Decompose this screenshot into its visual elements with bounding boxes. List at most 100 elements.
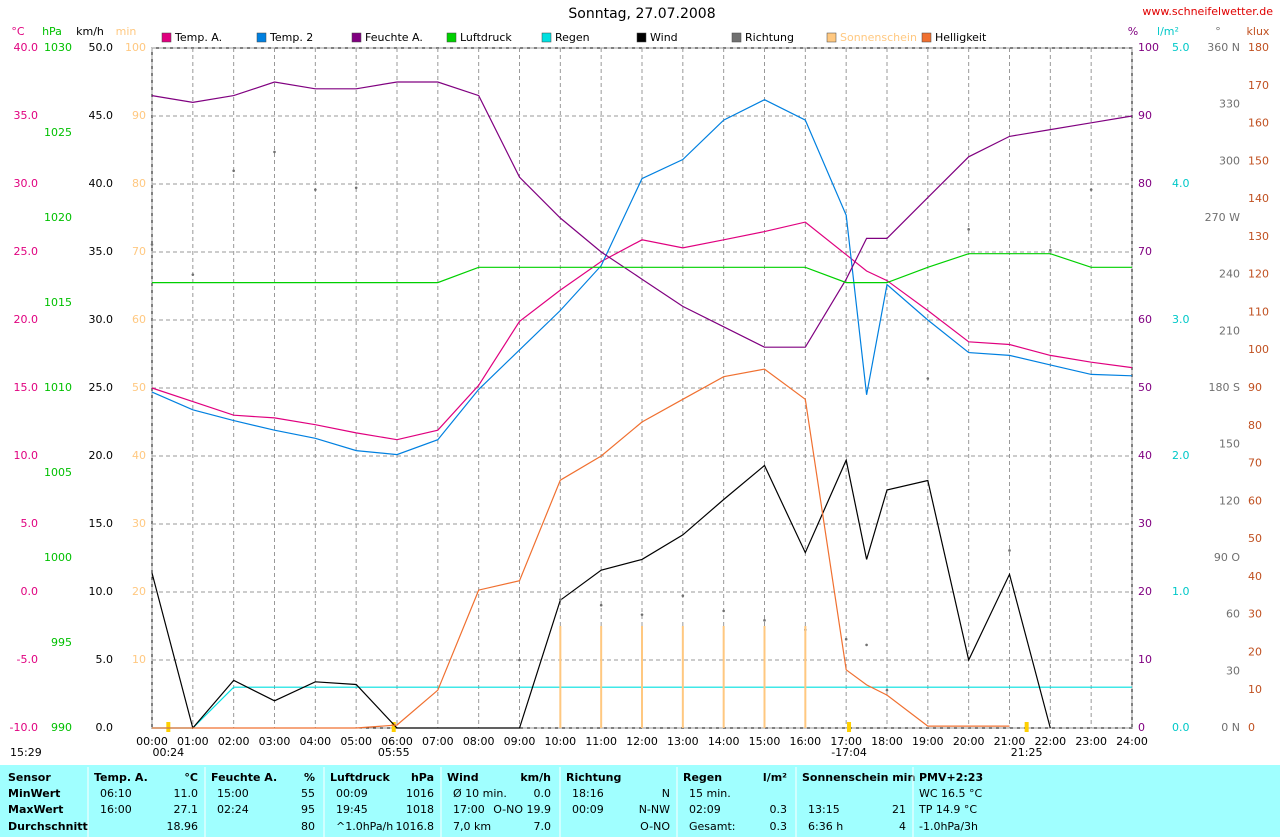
x-tick-label: 08:00 [463,735,495,748]
cell-time: 00:09 [572,803,604,816]
x-tick-label: 19:00 [912,735,944,748]
y-tick-label: 20 [1138,585,1152,598]
cell-value: 1018 [406,803,434,816]
y-tick-label: 30 [132,517,146,530]
y-tick-label: 90 [132,109,146,122]
table-background [0,765,1280,837]
cell-time: 18:16 [572,787,604,800]
cell-time: 19:45 [336,803,368,816]
cell-time: 16:00 [100,803,132,816]
y-tick-label: 5.0 [21,517,39,530]
cell-value: O-NO 19.9 [493,803,551,816]
legend-label: Sonnenschein [840,31,917,44]
sunshine-bar [559,626,562,728]
direction-dot [885,688,889,692]
column-header: Regen [683,771,722,784]
y-tick-label: 10.0 [14,449,39,462]
direction-dot [1008,549,1011,552]
x-tick-label: 01:00 [177,735,209,748]
y-tick-label: 0 N [1221,721,1240,734]
row-label: MinWert [8,787,60,800]
column-header: Richtung [566,771,621,784]
cell-value: 0.3 [770,803,788,816]
y-tick-label: 1015 [44,296,72,309]
y-tick-label: 210 [1219,324,1240,337]
column-header: Sonnenschein min [802,771,915,784]
series-line [151,458,1051,730]
legend-label: Regen [555,31,590,44]
cell-time: 02:24 [217,803,249,816]
direction-dot [1049,248,1052,252]
y-tick-label: 0 [1138,721,1145,734]
y-tick-label: 90 [1138,109,1152,122]
y-tick-label: 30 [1248,608,1262,621]
y-tick-label: 20.0 [89,449,114,462]
x-tick-label: 00:00 [136,735,168,748]
cell-value: 18.96 [167,820,199,833]
y-tick-label: 15.0 [89,517,114,530]
y-tick-label: 0.0 [96,721,114,734]
y-tick-label: 360 N [1207,41,1240,54]
direction-dot [191,273,195,276]
x-tick-label: 16:00 [789,735,821,748]
column-header: PMV+2:23 [919,771,983,784]
chart-title: Sonntag, 27.07.2008 [568,6,715,22]
y-tick-label: 5.0 [1172,41,1190,54]
y-tick-label: 0 [1248,721,1255,734]
cell-value: O-NO [640,820,670,833]
y-tick-label: 45.0 [89,109,114,122]
y-tick-label: 120 [1219,494,1240,507]
column-unit: °C [184,771,198,784]
x-tick-label: 17:00 [830,735,862,748]
y-tick-label: 140 [1248,192,1269,205]
x-tick-label: 13:00 [667,735,699,748]
cell-time: WC 16.5 °C [919,787,983,800]
direction-dot [844,637,848,641]
x-tick-label: 14:00 [708,735,740,748]
column-header: Temp. A. [94,771,148,784]
direction-dot [1089,188,1093,191]
y-tick-label: 40 [1248,570,1262,583]
cell-time: 15:00 [217,787,249,800]
series-line [152,253,1132,284]
sunshine-bar [681,626,684,728]
cell-value: N-NW [639,803,670,816]
column-header: Feuchte A. [211,771,277,784]
y-tick-label: 25.0 [89,381,114,394]
y-tick-label: 240 [1219,268,1240,281]
x-tick-label: 15:00 [749,735,781,748]
direction-dot [354,186,358,190]
y-tick-label: 1010 [44,381,72,394]
direction-dot [150,243,154,246]
series-line [152,368,1010,729]
y-tick-label: 40 [132,449,146,462]
y-tick-label: 80 [1248,419,1262,432]
y-tick-label: 300 [1219,154,1240,167]
column-unit: % [304,771,315,784]
direction-dot [232,169,235,173]
y-tick-label: 0.0 [1172,721,1190,734]
row-label: MaxWert [8,803,63,816]
y-tick-label: 330 [1219,98,1240,111]
y-tick-label: 50.0 [89,41,114,54]
x-tick-label: 22:00 [1034,735,1066,748]
cell-value: 0.3 [770,820,788,833]
x-tick-label: 09:00 [504,735,536,748]
y-tick-label: 70 [1248,457,1262,470]
y-tick-label: 20 [132,585,146,598]
legend-swatch [826,32,837,43]
y-tick-label: -5.0 [17,653,38,666]
x-tick-label: 23:00 [1075,735,1107,748]
y-tick-label: 1025 [44,126,72,139]
y-tick-label: 10 [1138,653,1152,666]
cell-time: Ø 10 min. [453,787,507,800]
column-unit: l/m² [763,771,787,784]
axis-unit: min [116,25,137,38]
y-tick-label: 120 [1248,268,1269,281]
sunshine-bar [722,626,725,728]
y-tick-label: 160 [1248,117,1269,130]
y-tick-label: 50 [1138,381,1152,394]
y-tick-label: 35.0 [89,245,114,258]
y-tick-label: 130 [1248,230,1269,243]
